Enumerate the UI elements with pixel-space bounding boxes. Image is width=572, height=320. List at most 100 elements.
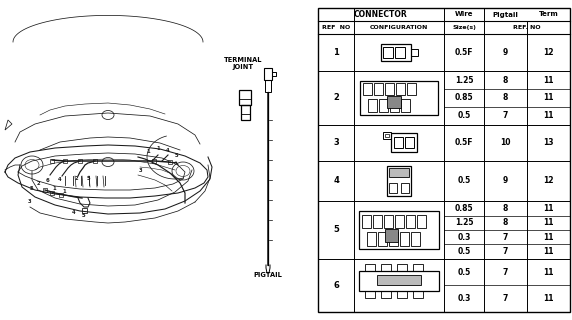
Text: 1.25: 1.25	[455, 76, 473, 85]
Bar	[368, 99, 377, 112]
Bar	[411, 231, 420, 246]
Text: 4: 4	[166, 148, 170, 153]
Bar	[396, 83, 405, 95]
Bar	[365, 292, 375, 298]
Bar	[389, 168, 409, 177]
Bar	[383, 132, 391, 139]
Text: REF. NO: REF. NO	[513, 25, 541, 30]
Bar	[367, 231, 376, 246]
Bar	[400, 231, 409, 246]
Text: Size(s): Size(s)	[452, 25, 476, 30]
Text: 8: 8	[503, 204, 508, 213]
Bar	[168, 160, 172, 164]
Text: 13: 13	[543, 138, 554, 147]
Text: 8: 8	[503, 93, 508, 102]
Bar	[381, 264, 391, 271]
Text: 3: 3	[333, 138, 339, 147]
Text: 11: 11	[543, 93, 554, 102]
Bar	[373, 215, 382, 228]
Bar	[50, 159, 54, 163]
Text: 1: 1	[62, 189, 66, 194]
Bar	[389, 231, 398, 246]
Text: 7: 7	[503, 233, 508, 242]
Text: 6: 6	[333, 281, 339, 290]
Text: 0.5F: 0.5F	[455, 48, 473, 57]
Bar	[365, 264, 375, 271]
Bar	[152, 159, 156, 163]
Bar	[395, 47, 405, 58]
Text: 9: 9	[503, 48, 508, 57]
Text: 2: 2	[37, 181, 41, 186]
Bar	[50, 191, 54, 195]
Text: 12: 12	[543, 177, 554, 186]
Bar	[413, 292, 423, 298]
Text: CONNECTOR: CONNECTOR	[354, 10, 408, 19]
Bar	[417, 215, 426, 228]
Bar	[359, 211, 439, 249]
Text: 5: 5	[333, 226, 339, 235]
Text: 0.5: 0.5	[458, 268, 471, 276]
Text: 12: 12	[543, 48, 554, 57]
Bar	[384, 215, 393, 228]
Text: 0.85: 0.85	[455, 204, 473, 213]
Text: 1.25: 1.25	[455, 218, 473, 227]
Bar	[405, 137, 414, 148]
Text: 5: 5	[30, 186, 34, 191]
Bar	[411, 49, 418, 56]
Bar	[407, 83, 416, 95]
Text: 11: 11	[543, 233, 554, 242]
Bar	[381, 292, 391, 298]
Bar	[264, 68, 272, 80]
Text: 7: 7	[503, 111, 508, 120]
Bar	[240, 105, 249, 120]
Bar	[390, 99, 399, 112]
Bar	[78, 159, 82, 163]
Text: 11: 11	[543, 247, 554, 256]
Text: 7: 7	[503, 268, 508, 276]
Bar	[239, 90, 251, 105]
Bar	[63, 159, 67, 163]
Bar	[389, 183, 397, 193]
Text: 1: 1	[156, 146, 160, 151]
Bar	[383, 47, 393, 58]
Bar	[318, 8, 570, 312]
Bar	[265, 80, 271, 92]
Bar	[360, 81, 438, 115]
Bar	[385, 83, 394, 95]
Text: 0.3: 0.3	[457, 294, 471, 303]
Text: 7: 7	[503, 294, 508, 303]
Text: PIGTAIL: PIGTAIL	[253, 272, 283, 278]
Bar	[401, 99, 410, 112]
Text: TERMINAL
JOINT: TERMINAL JOINT	[224, 57, 262, 70]
Text: CONFIGURATION: CONFIGURATION	[370, 25, 428, 30]
Text: 0.5F: 0.5F	[455, 138, 473, 147]
Text: 1: 1	[146, 149, 150, 154]
Bar	[376, 276, 420, 285]
Text: 5: 5	[86, 176, 90, 181]
Text: 9: 9	[503, 177, 508, 186]
Text: 11: 11	[543, 294, 554, 303]
Text: Term: Term	[539, 12, 558, 18]
Text: REF  NO: REF NO	[322, 25, 350, 30]
Bar	[391, 133, 417, 152]
Text: 3: 3	[138, 168, 142, 173]
Text: 4: 4	[333, 177, 339, 186]
Text: 0.85: 0.85	[455, 93, 473, 102]
Bar	[59, 193, 63, 197]
Bar	[363, 83, 372, 95]
Bar	[413, 264, 423, 271]
Bar	[359, 271, 439, 292]
Text: 11: 11	[543, 76, 554, 85]
Text: 6: 6	[46, 178, 50, 183]
Text: 5: 5	[82, 213, 86, 218]
Bar	[397, 292, 407, 298]
Text: 3: 3	[28, 199, 31, 204]
Text: 0.3: 0.3	[457, 233, 471, 242]
Bar	[93, 159, 97, 163]
Bar	[379, 99, 388, 112]
Bar	[401, 183, 409, 193]
Text: 5: 5	[174, 153, 178, 158]
Text: 10: 10	[500, 138, 511, 147]
Bar	[406, 215, 415, 228]
Text: 2: 2	[74, 176, 78, 181]
